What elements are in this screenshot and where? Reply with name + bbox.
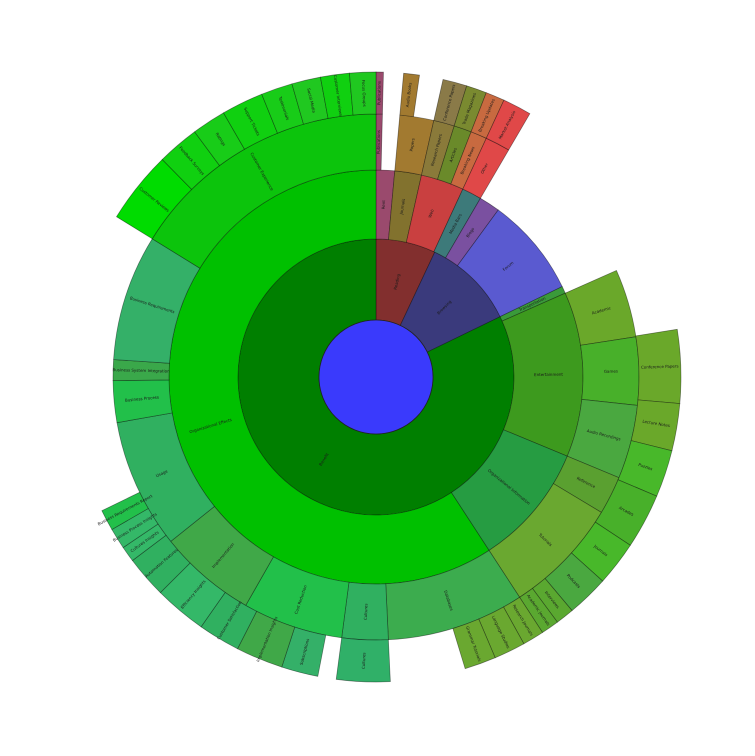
segment-ring4-publications	[375, 71, 384, 115]
label-ring4-arcades: Arcades	[618, 505, 634, 517]
segment-ring4-journals	[570, 521, 631, 582]
label-ring2-web: Web	[427, 208, 435, 218]
segment-ring3-papers	[394, 114, 435, 176]
segment-ring2-rent	[375, 169, 396, 240]
segment-ring4-customer-interviews	[320, 72, 354, 119]
segment-ring2-organizational-effects	[168, 169, 490, 585]
segment-ring4-social-media	[291, 76, 329, 125]
segment-ring3-reference	[552, 455, 620, 513]
segment-ring4-feedback-surveys	[161, 131, 221, 190]
label-ring4-cultures: Cultures	[361, 652, 367, 669]
segment-ring4-lecture-notes	[630, 399, 681, 452]
label-ring3-other: Other	[479, 162, 489, 175]
label-ring4-conference-papers: Conference Papers	[641, 363, 679, 369]
label-ring4-publications: Publications	[376, 81, 381, 105]
label-ring3-publications: Publications	[376, 130, 381, 154]
label-ring4-subscriptions: Subscriptions	[299, 638, 311, 665]
segment-ring4-cultures-insights	[122, 523, 167, 562]
segment-ring3-audio-recordings	[566, 398, 638, 479]
label-ring4-audio-books: Audio Books	[405, 82, 413, 107]
segment-ring4-conference-papers	[635, 328, 682, 404]
label-ring2-journals: Journals	[398, 198, 406, 215]
segment-ring4-efficiency-insights	[159, 562, 226, 628]
label-ring1-reading: Reading	[393, 273, 402, 290]
segment-ring3-implementation	[170, 505, 274, 606]
segment-ring4-grammar-tutorials	[452, 618, 496, 670]
segment-ring4-trade-magazines	[453, 85, 487, 133]
label-ring2-blogs: Blogs	[465, 227, 475, 239]
segment-ring4-automation-features	[131, 534, 191, 594]
label-ring4-focus-groups: Focus Groups	[361, 80, 367, 107]
segment-ring4-market-analysis	[485, 99, 531, 151]
label-ring4-puzzles: Puzzles	[638, 462, 654, 471]
label-ring3-articles: Articles	[448, 147, 458, 163]
label-ring4-lecture-notes: Lecture Notes	[642, 419, 670, 429]
label-ring4-social-media: Social Media	[306, 88, 317, 114]
segment-ring3-other	[462, 137, 510, 199]
segment-ring2-entertainment	[501, 292, 584, 457]
segment-ring4-focus-groups	[349, 71, 377, 116]
label-ring4-customer-interviews: Customer Interviews	[333, 75, 344, 117]
segment-ring2-forum	[457, 209, 563, 318]
label-ring3-usage: Usage	[155, 468, 169, 478]
segment-ring4-business-requirements-report	[101, 491, 149, 530]
label-ring2-entertainment: Entertainment	[534, 372, 563, 377]
segment-ring4-interviews	[531, 577, 573, 623]
segment-ring3-articles	[437, 125, 472, 185]
label-ring3-business-process: Business Process	[125, 395, 159, 403]
segment-ring4-arcades	[594, 479, 658, 546]
segment-ring2-transportation	[499, 286, 566, 322]
label-ring3-business-system-integration: Business System Integration	[112, 367, 170, 374]
segment-ring2-media-bars	[433, 188, 481, 259]
segment-ring3-research-papers	[421, 120, 455, 180]
segment-ring4-breaking-updates	[470, 92, 505, 139]
label-ring2-rent: Rent	[381, 200, 386, 210]
segment-ring4-testimonials	[261, 83, 304, 134]
segment-ring4-cultures	[335, 637, 391, 683]
center-hub	[318, 319, 434, 435]
segment-ring4-audio-books	[399, 72, 420, 118]
segment-ring2-web	[405, 174, 464, 253]
segment-ring4-puzzles	[617, 440, 673, 497]
label-ring3-academic: Academic	[591, 305, 611, 315]
segment-ring4-subscriptions	[281, 626, 327, 677]
label-ring3-papers: Papers	[409, 138, 416, 152]
segment-ring3-publications	[375, 113, 383, 171]
label-ring3-cultures: Cultures	[363, 603, 369, 620]
segment-ring3-cultures	[341, 581, 389, 641]
label-ring3-games: Games	[604, 369, 618, 374]
label-ring3-databases: Databases	[443, 590, 454, 612]
segment-ring4-support-tickets	[223, 93, 278, 150]
